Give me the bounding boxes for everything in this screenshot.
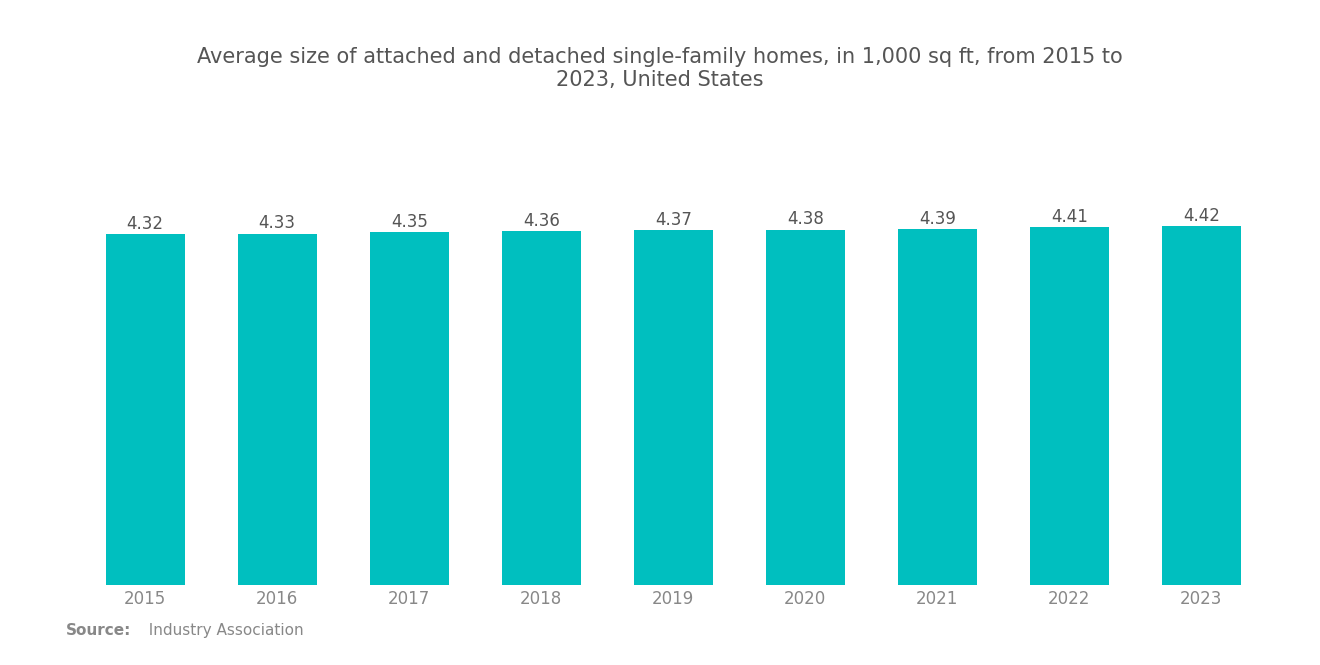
- Bar: [502, 231, 581, 585]
- Bar: [1162, 226, 1241, 585]
- Text: 4.41: 4.41: [1051, 208, 1088, 226]
- Text: 4.39: 4.39: [919, 209, 956, 227]
- Text: 4.33: 4.33: [259, 214, 296, 232]
- Bar: [238, 233, 317, 585]
- Text: 4.35: 4.35: [391, 213, 428, 231]
- Bar: [898, 229, 977, 585]
- Bar: [106, 235, 185, 585]
- Text: 4.38: 4.38: [787, 210, 824, 228]
- Text: 4.37: 4.37: [655, 211, 692, 229]
- Text: 4.36: 4.36: [523, 212, 560, 230]
- Text: Industry Association: Industry Association: [139, 623, 304, 638]
- Text: 4.32: 4.32: [127, 215, 164, 233]
- Text: Source:: Source:: [66, 623, 132, 638]
- Bar: [634, 230, 713, 585]
- Text: Average size of attached and detached single-family homes, in 1,000 sq ft, from : Average size of attached and detached si…: [197, 47, 1123, 90]
- Bar: [1030, 227, 1109, 585]
- Bar: [370, 232, 449, 585]
- Bar: [766, 229, 845, 585]
- Text: 4.42: 4.42: [1183, 207, 1220, 225]
